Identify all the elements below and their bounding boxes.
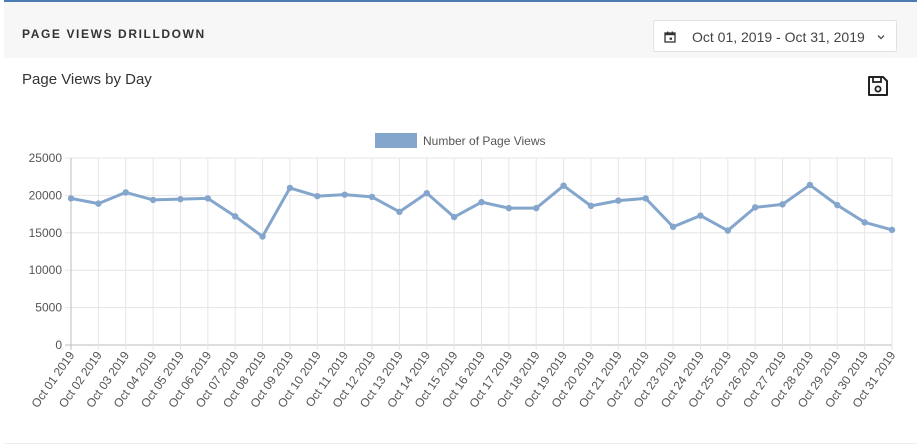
data-point (669, 223, 677, 231)
y-tick-label: 5000 (35, 301, 62, 315)
data-point (122, 189, 129, 196)
data-point (314, 192, 321, 200)
save-icon[interactable] (867, 75, 889, 97)
data-point (259, 233, 266, 240)
y-tick-label: 10000 (29, 263, 63, 277)
data-point (149, 196, 157, 204)
y-tick-label: 20000 (29, 188, 63, 202)
data-point (615, 197, 622, 204)
data-point (861, 219, 868, 226)
y-tick-label: 15000 (29, 226, 63, 240)
data-point (232, 213, 239, 220)
chart-card-title: Page Views by Day (22, 71, 152, 88)
data-point (888, 226, 896, 234)
data-point (423, 189, 430, 197)
data-point (341, 191, 348, 198)
data-point (724, 227, 731, 234)
data-point (478, 198, 485, 206)
panel-title: PAGE VIEWS DRILLDOWN (22, 27, 206, 41)
data-point (560, 182, 567, 189)
data-point (450, 213, 458, 221)
y-tick-label: 0 (55, 338, 62, 352)
data-point (67, 195, 75, 202)
date-range-value: Oct 01, 2019 - Oct 31, 2019 (692, 29, 865, 45)
data-point (368, 193, 376, 201)
page-views-panel: PAGE VIEWS DRILLDOWN Oct 01, 2019 - Oct … (4, 0, 917, 448)
data-point (396, 208, 403, 216)
data-point (533, 204, 540, 212)
data-point (806, 181, 814, 189)
chevron-down-icon (877, 35, 885, 40)
legend-label: Number of Page Views (423, 134, 546, 148)
date-range-picker[interactable]: Oct 01, 2019 - Oct 31, 2019 (653, 20, 897, 52)
data-point (204, 195, 212, 202)
data-point (286, 184, 294, 192)
legend-swatch (375, 133, 417, 148)
data-point (834, 201, 841, 209)
data-point (95, 200, 102, 207)
data-point (751, 204, 759, 211)
calendar-icon (664, 31, 676, 43)
panel-bottom-divider (4, 443, 917, 444)
panel-header: PAGE VIEWS DRILLDOWN Oct 01, 2019 - Oct … (4, 2, 917, 58)
data-point (697, 212, 704, 219)
data-point (505, 204, 513, 212)
data-point (177, 195, 184, 203)
y-tick-label: 25000 (29, 151, 63, 165)
data-point (587, 202, 595, 210)
data-point (779, 201, 786, 208)
data-point (642, 195, 649, 202)
